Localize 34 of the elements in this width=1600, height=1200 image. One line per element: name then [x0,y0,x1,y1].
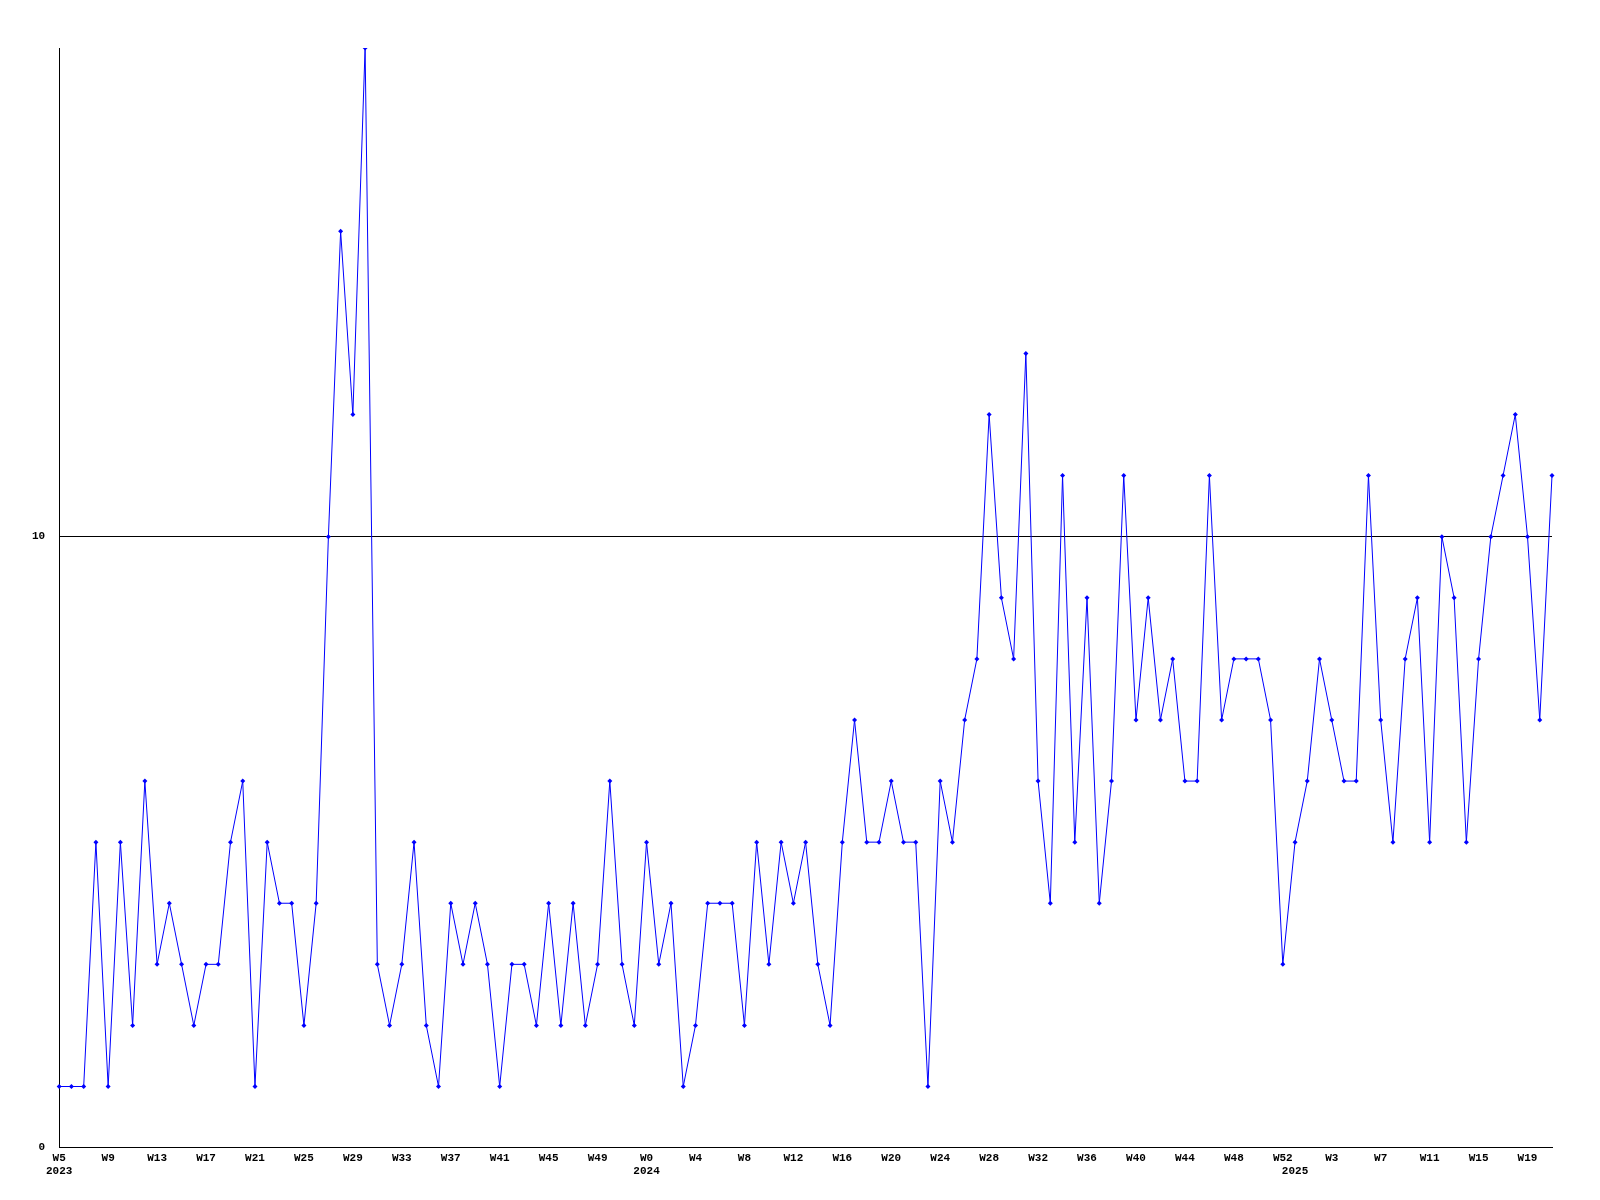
x-tick-label: W20 [881,1151,902,1164]
x-tick-label: W37 [440,1151,461,1164]
x-tick-label: W33 [391,1151,413,1164]
x-tick-label: W40 [1126,1151,1146,1164]
x-tick-label: W48 [1223,1151,1245,1164]
x-tick-label: W3 [1325,1151,1339,1164]
x-tick-label: W29 [342,1151,363,1164]
y-tick-label: 10 [32,530,46,543]
x-tick-label: W25 [294,1151,315,1164]
x-tick-label: W9 [101,1151,115,1164]
x-tick-label: W17 [196,1151,216,1164]
x-tick-label: W16 [832,1151,853,1164]
x-tick-label: W0 2024 [633,1151,661,1178]
x-tick-label: W7 [1374,1151,1388,1164]
x-tick-label: W8 [737,1151,752,1164]
x-tick-label: W52 [1272,1151,1293,1164]
x-tick-label: W28 [979,1151,1000,1164]
x-tick-label: W32 [1028,1151,1048,1164]
x-tick-label: W21 [245,1151,266,1164]
x-tick-label: W4 [688,1151,703,1164]
x-tick-label: W15 [1468,1151,1489,1164]
x-tick-label: W24 [930,1151,951,1164]
x-tick-label: W41 [489,1151,510,1164]
x-tick-label: W36 [1077,1151,1097,1164]
y-tick-label: 0 [38,1141,46,1154]
x-tick-label: W44 [1175,1151,1196,1164]
x-tick-label: 2025 [1281,1165,1309,1178]
x-tick-label: W13 [147,1151,168,1164]
x-tick-label: W11 [1419,1151,1440,1164]
x-tick-label: W5 2023 [46,1151,73,1178]
x-tick-label: W49 [587,1151,608,1164]
x-tick-label: W19 [1517,1151,1538,1164]
x-tick-label: W12 [783,1151,804,1164]
x-tick-label: W45 [538,1151,559,1164]
